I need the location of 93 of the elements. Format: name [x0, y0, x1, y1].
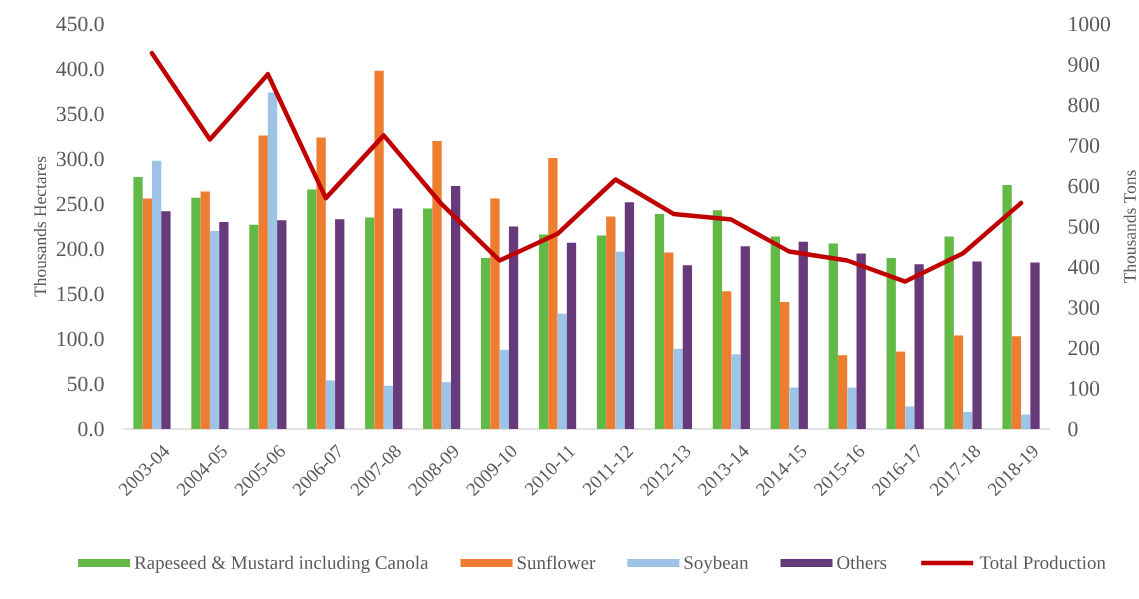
bar	[557, 313, 567, 429]
bar	[905, 406, 915, 429]
bar	[393, 208, 403, 429]
bar	[267, 92, 278, 429]
bar	[432, 140, 442, 429]
bar	[307, 189, 317, 429]
y-tick-label: 450.0	[56, 16, 104, 32]
y-tick-label: 250.0	[56, 196, 104, 212]
bar	[624, 202, 635, 429]
bar	[200, 191, 210, 429]
y2-tick-label: 400	[1067, 259, 1100, 275]
bar	[673, 348, 683, 429]
bar	[972, 261, 982, 429]
bar	[374, 70, 384, 429]
y-tick-label: 0.0	[78, 421, 104, 437]
bar	[277, 220, 287, 429]
y-tick-label: 200.0	[56, 241, 104, 257]
bar	[383, 385, 394, 429]
line-series	[149, 50, 1024, 284]
y2-tick-label: 600	[1068, 178, 1100, 194]
bar	[953, 335, 964, 429]
y-tick-label: 50.0	[67, 376, 104, 392]
y2-tick-label: 1000	[1069, 16, 1110, 32]
bar	[770, 236, 780, 429]
bar	[325, 380, 336, 429]
legend-label: Rapeseed & Mustard including Canola	[134, 555, 429, 573]
bar	[886, 257, 896, 429]
bar	[847, 387, 857, 429]
bar	[596, 235, 607, 429]
bar	[615, 251, 625, 429]
bar	[682, 265, 693, 429]
bar	[1030, 262, 1040, 429]
bar	[1021, 414, 1031, 429]
bar	[740, 246, 750, 429]
legend-label: Soybean	[684, 555, 749, 573]
bar	[538, 234, 549, 429]
bar	[499, 349, 509, 429]
bar	[963, 411, 973, 429]
y2-tick-label: 300	[1068, 300, 1100, 315]
y2-tick-label: 0	[1068, 421, 1078, 437]
bar	[508, 226, 519, 429]
bar	[664, 252, 674, 429]
bar	[249, 224, 259, 429]
legend-label: Total Production	[979, 555, 1106, 570]
bar	[450, 185, 461, 429]
bar	[722, 291, 732, 429]
bar	[712, 210, 723, 429]
bar	[481, 257, 491, 429]
bar	[161, 211, 171, 429]
y-tick-label: 350.0	[56, 106, 104, 122]
bar	[335, 219, 345, 429]
bar	[798, 241, 808, 429]
bar	[548, 158, 558, 429]
legend-label: Others	[837, 555, 887, 570]
bar	[490, 198, 500, 429]
bar	[914, 264, 924, 429]
y2-tick-label: 200	[1068, 340, 1100, 356]
y-tick-label: 150.0	[57, 286, 104, 302]
bar	[944, 236, 954, 429]
bar	[789, 387, 799, 429]
y2-tick-label: 900	[1068, 57, 1100, 72]
bar	[258, 135, 268, 429]
legend-label: Sunflower	[517, 555, 596, 570]
bar	[441, 382, 451, 429]
bar	[316, 137, 326, 429]
bar	[365, 217, 375, 429]
bar	[606, 216, 616, 429]
bar	[209, 230, 220, 429]
bar	[142, 198, 152, 429]
bar	[654, 213, 665, 429]
bar	[151, 160, 162, 429]
y-axis-title: Thousands Hectares	[33, 156, 47, 297]
bar	[1011, 336, 1022, 429]
bar	[856, 253, 866, 429]
y2-tick-label: 500	[1068, 219, 1100, 234]
bar	[837, 355, 848, 429]
bar	[219, 221, 229, 429]
bar	[566, 242, 577, 429]
bar	[133, 176, 143, 429]
bar	[191, 197, 201, 429]
y2-tick-label: 800	[1068, 97, 1100, 113]
y2-tick-label: 700	[1068, 138, 1100, 153]
y2-tick-label: 100	[1069, 381, 1100, 396]
bar	[731, 354, 741, 429]
bar	[895, 351, 906, 429]
bar	[1002, 185, 1012, 429]
y-tick-label: 100.0	[57, 331, 104, 347]
y2-axis-title: Thousands Tons	[1123, 170, 1136, 283]
bar	[828, 243, 838, 429]
bar	[423, 208, 433, 429]
y-tick-label: 300.0	[56, 151, 104, 167]
bar	[779, 302, 790, 429]
y-tick-label: 400.0	[56, 61, 104, 77]
